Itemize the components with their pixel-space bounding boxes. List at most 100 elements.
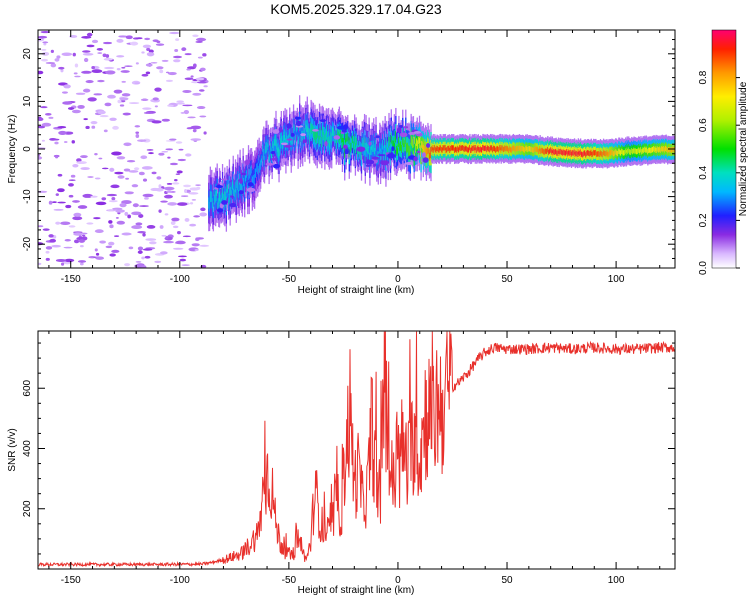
snr-frame (37, 330, 676, 570)
ridge-cell (388, 136, 390, 148)
ridge-cell (505, 145, 508, 151)
noise-blob (174, 48, 179, 52)
noise-blob (81, 35, 92, 39)
noise-blob (167, 71, 177, 76)
noise-blob (163, 240, 174, 244)
noise-blob (121, 80, 126, 83)
noise-blob (179, 258, 187, 262)
noise-blob (124, 263, 131, 267)
x-tick-label: 100 (608, 575, 625, 586)
ridge-cell (214, 194, 216, 205)
noise-blob (82, 52, 94, 56)
noise-blob (73, 72, 78, 75)
noise-blob (164, 213, 169, 216)
ridge-cell (500, 147, 502, 153)
ridge-blob (333, 135, 341, 140)
ridge-cell (451, 145, 454, 151)
noise-blob (95, 252, 100, 256)
noise-blob (103, 41, 113, 45)
noise-blob (194, 249, 199, 252)
ridge-cell (505, 145, 507, 152)
y-tick-label: 20 (22, 48, 33, 60)
noise-blob (109, 167, 115, 172)
ridge-cell (379, 143, 381, 154)
noise-blob (151, 120, 162, 124)
noise-blob (141, 256, 145, 260)
noise-blob (64, 239, 71, 242)
ridge-blob (343, 144, 348, 149)
ridge-cell (274, 139, 276, 147)
ridge-cell (232, 178, 234, 191)
noise-blob (159, 225, 164, 229)
ridge-cell (588, 150, 590, 157)
ridge-cell (626, 147, 628, 153)
ridge-cell (237, 178, 239, 191)
ridge-blob (404, 126, 409, 129)
ridge-cell (554, 149, 557, 155)
noise-blob (121, 93, 131, 97)
ridge-cell (631, 149, 634, 155)
spectrogram-ridge (208, 95, 675, 232)
noise-blob (161, 118, 170, 122)
ridge-cell (651, 146, 654, 153)
ridge-cell (481, 147, 483, 153)
ridge-cell (628, 147, 630, 153)
ridge-cell (603, 151, 605, 157)
noise-blob (195, 184, 201, 186)
noise-blob (165, 148, 173, 151)
noise-blob (77, 104, 85, 109)
ridge-cell (529, 146, 531, 152)
ridge-cell (559, 148, 561, 155)
ridge-cell (479, 147, 481, 153)
ridge-cell (663, 146, 665, 152)
noise-blob (77, 205, 88, 209)
ridge-cell (444, 144, 447, 151)
ridge-cell (364, 150, 366, 162)
y-tick-label: 200 (22, 500, 33, 517)
noise-blob (191, 199, 197, 201)
noise-blob (109, 253, 116, 257)
ridge-cell (525, 145, 527, 151)
ridge-cell (622, 150, 625, 156)
noise-blob (43, 42, 47, 46)
ridge-cell (580, 151, 583, 158)
noise-blob (138, 214, 144, 218)
ridge-cell (636, 149, 638, 155)
ridge-cell (572, 150, 574, 156)
ridge-cell (554, 149, 556, 156)
ridge-cell (311, 123, 314, 133)
noise-blob (95, 256, 105, 260)
ridge-cell (314, 128, 316, 141)
ridge-cell (494, 146, 496, 152)
noise-blob (142, 178, 148, 182)
ridge-cell (441, 147, 444, 153)
ridge-cell (543, 149, 545, 155)
ridge-cell (457, 145, 459, 152)
noise-blob (199, 115, 207, 118)
ridge-cell (602, 149, 605, 156)
ridge-cell (611, 149, 613, 155)
noise-blob (144, 37, 151, 41)
ridge-cell (307, 126, 309, 138)
noise-blob (202, 53, 207, 57)
noise-blob (172, 225, 179, 229)
ridge-cell (218, 192, 221, 204)
ridge-cell (282, 140, 284, 150)
ridge-cell (423, 143, 425, 151)
ridge-cell (385, 152, 387, 164)
ridge-cell (596, 151, 598, 157)
ridge-cell (429, 152, 431, 161)
ridge-cell (647, 149, 649, 155)
noise-blob (45, 62, 56, 64)
noise-blob (175, 173, 181, 176)
ridge-cell (620, 150, 622, 156)
x-tick-label: 50 (501, 575, 513, 586)
noise-blob (196, 81, 207, 84)
noise-blob (93, 93, 103, 96)
ridge-cell (664, 146, 667, 152)
ridge-blob (387, 153, 396, 159)
ridge-cell (211, 198, 214, 209)
ridge-cell (665, 145, 667, 151)
ridge-cell (547, 149, 550, 156)
x-tick-label: -150 (61, 274, 81, 285)
